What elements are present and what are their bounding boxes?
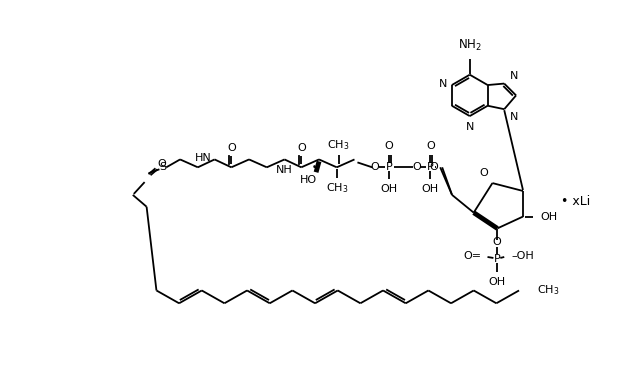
Text: CH$_3$: CH$_3$	[537, 284, 559, 297]
Text: CH$_3$: CH$_3$	[326, 181, 348, 195]
Text: –OH: –OH	[511, 251, 534, 261]
Text: OH: OH	[489, 277, 506, 287]
Text: P: P	[494, 254, 500, 264]
Text: • xLi: • xLi	[561, 195, 591, 208]
Text: O: O	[480, 168, 488, 178]
Text: OH: OH	[541, 211, 558, 222]
Text: N: N	[510, 112, 518, 122]
Text: OH: OH	[380, 184, 397, 194]
Text: O: O	[429, 162, 438, 172]
Text: P: P	[385, 162, 392, 172]
Text: O=: O=	[463, 251, 481, 261]
Text: O: O	[371, 162, 380, 172]
Text: •: •	[312, 163, 317, 172]
Text: OH: OH	[422, 184, 439, 194]
Text: O: O	[412, 162, 421, 172]
Text: NH: NH	[276, 166, 293, 175]
Text: CH$_3$: CH$_3$	[328, 138, 350, 152]
Text: O: O	[492, 237, 500, 247]
Text: HO: HO	[300, 175, 317, 185]
Text: O: O	[426, 141, 435, 150]
Text: O: O	[297, 143, 306, 153]
Text: P: P	[427, 162, 434, 172]
Text: N: N	[465, 122, 474, 132]
Text: O: O	[227, 143, 236, 153]
Text: HN: HN	[195, 153, 212, 164]
Text: O: O	[157, 159, 166, 169]
Text: O: O	[385, 141, 394, 150]
Text: S: S	[159, 162, 166, 172]
Text: N: N	[438, 79, 447, 89]
Text: N: N	[510, 70, 518, 81]
Text: NH$_2$: NH$_2$	[458, 38, 482, 53]
